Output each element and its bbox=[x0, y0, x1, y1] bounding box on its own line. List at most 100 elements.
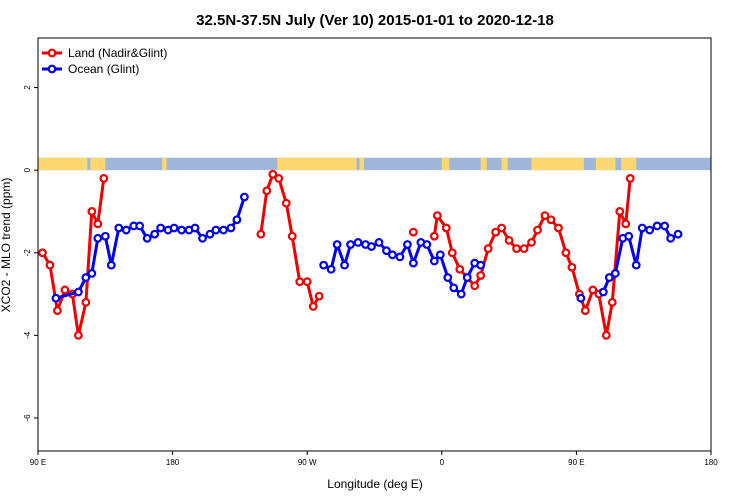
data-point bbox=[169, 223, 179, 233]
data-point bbox=[268, 169, 278, 179]
data-point bbox=[60, 285, 70, 295]
data-point bbox=[51, 293, 61, 303]
data-point bbox=[408, 258, 418, 268]
series-line bbox=[432, 178, 632, 337]
data-point bbox=[497, 223, 507, 233]
data-point bbox=[441, 223, 451, 233]
land-band-segment bbox=[480, 157, 487, 171]
data-point bbox=[422, 240, 432, 249]
data-point bbox=[645, 225, 655, 235]
data-point bbox=[87, 207, 97, 216]
data-point bbox=[621, 219, 631, 229]
data-point bbox=[287, 231, 297, 241]
y-tick-label: -6 bbox=[23, 414, 32, 422]
data-point bbox=[567, 262, 577, 272]
land-band-segment bbox=[162, 157, 167, 171]
data-point bbox=[142, 233, 152, 243]
data-point bbox=[455, 264, 465, 274]
y-tick-label: -4 bbox=[23, 331, 32, 339]
data-point bbox=[561, 248, 571, 258]
x-tick-label: 90 E bbox=[568, 458, 584, 467]
x-tick-label: 90 W bbox=[298, 458, 317, 467]
data-point bbox=[554, 223, 563, 233]
series-ocean bbox=[51, 192, 683, 303]
data-point bbox=[504, 235, 514, 245]
series-line bbox=[259, 172, 321, 308]
data-point bbox=[637, 223, 647, 233]
data-point bbox=[302, 277, 312, 287]
data-point bbox=[226, 223, 236, 233]
data-point bbox=[395, 252, 405, 262]
chart-title: 32.5N-37.5N July (Ver 10) 2015-01-01 to … bbox=[196, 12, 554, 29]
data-point bbox=[38, 248, 47, 258]
land-band-segment bbox=[621, 157, 637, 171]
data-point bbox=[476, 271, 486, 280]
data-point bbox=[53, 306, 62, 315]
data-point bbox=[190, 223, 200, 233]
data-point bbox=[388, 250, 397, 260]
data-point bbox=[443, 273, 453, 282]
data-point bbox=[624, 231, 634, 241]
y-tick-label: 0 bbox=[23, 167, 32, 172]
data-point bbox=[432, 211, 442, 220]
data-point bbox=[81, 297, 91, 307]
data-point bbox=[546, 215, 556, 225]
data-point bbox=[610, 269, 620, 278]
data-point bbox=[533, 225, 542, 235]
data-point bbox=[256, 229, 266, 239]
plot-frame bbox=[37, 37, 712, 452]
data-point bbox=[588, 285, 598, 295]
data-point bbox=[81, 273, 91, 282]
data-point bbox=[205, 229, 215, 239]
data-point bbox=[456, 289, 466, 299]
data-point bbox=[449, 283, 459, 293]
data-point bbox=[625, 174, 635, 183]
data-point bbox=[295, 277, 305, 287]
data-point bbox=[332, 240, 342, 249]
data-point bbox=[281, 198, 291, 208]
data-point bbox=[239, 192, 249, 202]
data-point bbox=[607, 297, 617, 307]
data-point bbox=[462, 273, 472, 282]
data-point bbox=[93, 233, 103, 243]
data-point bbox=[198, 233, 207, 243]
x-tick-label: 90 E bbox=[30, 458, 46, 467]
data-point bbox=[326, 264, 336, 274]
legend-entry-ocean: Ocean (Glint) bbox=[68, 62, 139, 76]
data-point bbox=[631, 260, 641, 270]
series-line bbox=[41, 178, 106, 337]
legend-entry-land: Land (Nadir&Glint) bbox=[68, 46, 167, 60]
data-point bbox=[232, 215, 242, 225]
data-point bbox=[367, 242, 376, 251]
data-point bbox=[106, 260, 116, 270]
data-point bbox=[73, 287, 83, 297]
x-axis-label: Longitude (deg E) bbox=[327, 477, 422, 491]
data-point bbox=[87, 269, 97, 278]
land-band-segment bbox=[277, 157, 357, 171]
data-point bbox=[429, 256, 439, 266]
x-tick-label: 180 bbox=[704, 458, 718, 467]
land-band-segment bbox=[531, 157, 584, 171]
y-tick-label: -2 bbox=[23, 249, 32, 257]
data-point bbox=[476, 260, 486, 270]
land-band-segment bbox=[38, 157, 88, 171]
series-line bbox=[55, 196, 246, 300]
data-point bbox=[435, 250, 445, 260]
data-point bbox=[262, 186, 272, 196]
x-tick-label: 180 bbox=[166, 458, 180, 467]
data-point bbox=[576, 293, 586, 303]
data-point bbox=[483, 244, 493, 254]
data-point bbox=[408, 227, 418, 237]
data-point bbox=[580, 306, 590, 315]
data-point bbox=[219, 225, 228, 235]
data-point bbox=[527, 238, 536, 247]
data-point bbox=[604, 273, 614, 282]
land-band-segment bbox=[501, 157, 508, 171]
data-point bbox=[274, 174, 284, 183]
y-axis-label: XCO2 - MLO trend (ppm) bbox=[0, 178, 13, 313]
data-point bbox=[93, 219, 103, 229]
data-point bbox=[100, 231, 110, 241]
y-tick-label: 2 bbox=[23, 85, 32, 90]
